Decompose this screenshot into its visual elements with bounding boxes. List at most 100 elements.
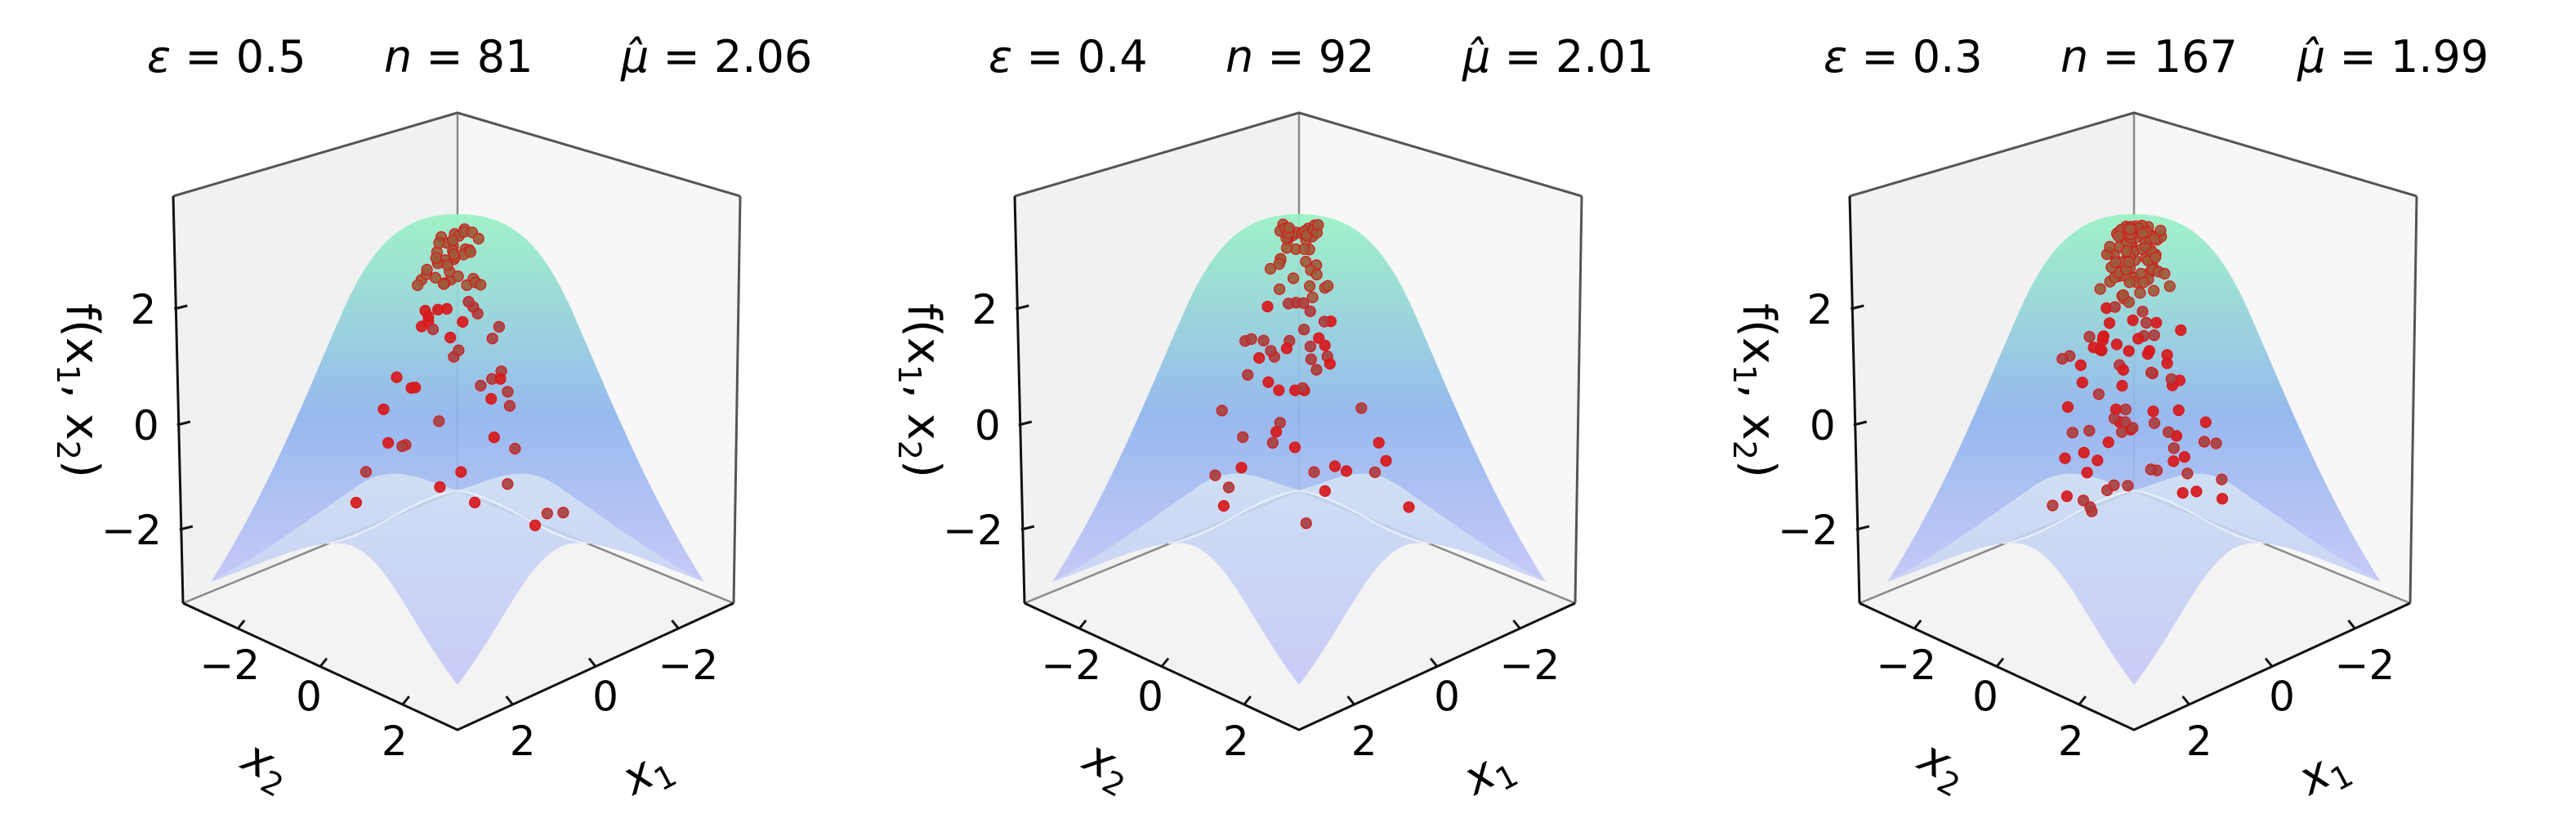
z-axis-ticks: −2 0 2 bbox=[101, 286, 194, 554]
title-part: n = 81 bbox=[384, 31, 534, 83]
data-point bbox=[437, 278, 450, 290]
x2-axis-label: x2 bbox=[1906, 730, 1976, 804]
data-point bbox=[1318, 315, 1331, 328]
data-point bbox=[2159, 267, 2171, 280]
x2-tick-label: 2 bbox=[2058, 718, 2084, 765]
title-part: n = 167 bbox=[2060, 31, 2238, 83]
data-point bbox=[2163, 426, 2175, 438]
data-point bbox=[2176, 486, 2189, 499]
data-point bbox=[405, 382, 417, 394]
data-point bbox=[485, 392, 498, 405]
data-point bbox=[2108, 412, 2121, 424]
data-point bbox=[2150, 316, 2163, 329]
data-point bbox=[2097, 330, 2109, 342]
data-point bbox=[2145, 366, 2158, 378]
data-point bbox=[2137, 276, 2150, 289]
data-point bbox=[1297, 297, 1310, 309]
surface bbox=[1887, 214, 2381, 685]
data-point bbox=[1274, 417, 1286, 429]
data-point bbox=[475, 279, 487, 291]
subplot-title: ε = 0.3 n = 167 μ̂ = 1.99 bbox=[1824, 31, 2489, 83]
x1-tick-label: 0 bbox=[2269, 673, 2295, 721]
x1-tick-label: 2 bbox=[510, 718, 536, 765]
data-point bbox=[455, 466, 467, 478]
data-point bbox=[2120, 245, 2132, 257]
data-point bbox=[2216, 473, 2228, 485]
data-point bbox=[1235, 462, 1248, 474]
data-point bbox=[2056, 352, 2069, 365]
data-point bbox=[2165, 373, 2177, 385]
data-point bbox=[2115, 426, 2128, 438]
x1-axis-ticks: 2 0 −2 bbox=[1346, 620, 1560, 765]
data-point bbox=[2149, 251, 2162, 264]
data-point bbox=[502, 478, 514, 490]
x2-axis-label: x2 bbox=[230, 730, 300, 804]
data-point bbox=[1305, 353, 1317, 365]
data-point bbox=[2116, 379, 2128, 392]
z-tick-label: 2 bbox=[131, 286, 157, 333]
surface-front-skirt bbox=[1887, 473, 2381, 685]
subplot-title: ε = 0.4 n = 92 μ̂ = 2.01 bbox=[989, 31, 1654, 83]
z-tick-label: −2 bbox=[101, 507, 162, 554]
data-point bbox=[2119, 416, 2132, 428]
z-tick-label: 2 bbox=[1807, 286, 1833, 333]
x2-tick-label: −2 bbox=[199, 642, 260, 689]
z-tick-label: 0 bbox=[1810, 402, 1836, 450]
data-point bbox=[1265, 345, 1277, 357]
data-point bbox=[415, 320, 428, 333]
data-point bbox=[2061, 400, 2074, 414]
data-point bbox=[1322, 280, 1334, 292]
data-point bbox=[1403, 501, 1415, 513]
data-point bbox=[2117, 364, 2130, 376]
subplot-2: ε = 0.4 n = 92 μ̂ = 2.01 −2 0 2 −2 0 2 2 0 −2 x1 x2 f(… bbox=[891, 31, 1654, 807]
surface-bump bbox=[1052, 214, 1546, 582]
data-point bbox=[1310, 268, 1323, 281]
data-point bbox=[557, 507, 569, 519]
data-point bbox=[2198, 436, 2211, 448]
scatter-points bbox=[350, 223, 569, 531]
title-part: n = 92 bbox=[1225, 31, 1375, 83]
x1-tick-label: 2 bbox=[1351, 718, 1377, 765]
z-axis-label: f(x1, x2) bbox=[1726, 303, 1785, 478]
data-point bbox=[1282, 297, 1295, 310]
x2-tick-label: 0 bbox=[1137, 673, 1163, 721]
data-point bbox=[457, 315, 469, 328]
data-point bbox=[2136, 227, 2149, 239]
data-point bbox=[1273, 384, 1285, 396]
data-point bbox=[1273, 283, 1286, 295]
title-part: μ̂ = 2.06 bbox=[620, 31, 812, 83]
surface-front-skirt bbox=[1052, 473, 1546, 685]
z-axis-label: f(x1, x2) bbox=[891, 303, 950, 478]
data-point bbox=[1287, 272, 1300, 284]
data-point bbox=[2145, 463, 2157, 476]
title-part: μ̂ = 2.01 bbox=[1462, 31, 1654, 83]
x1-axis-ticks: 2 0 −2 bbox=[505, 620, 719, 765]
x1-tick-label: −2 bbox=[659, 642, 719, 689]
data-point bbox=[2181, 467, 2194, 480]
data-point bbox=[2123, 276, 2136, 289]
data-point bbox=[1368, 466, 1382, 478]
surface bbox=[1052, 214, 1546, 685]
data-point bbox=[412, 279, 424, 292]
x1-axis-label: x1 bbox=[612, 737, 682, 812]
data-point bbox=[1297, 324, 1310, 336]
scatter-points bbox=[2047, 219, 2229, 517]
title-part: ε = 0.5 bbox=[147, 31, 306, 83]
data-point bbox=[1313, 332, 1325, 344]
data-point bbox=[1304, 305, 1316, 317]
data-point bbox=[1298, 243, 1310, 255]
data-point bbox=[2163, 280, 2176, 293]
data-point bbox=[2178, 450, 2190, 463]
data-point bbox=[1209, 469, 1221, 481]
data-point bbox=[2136, 306, 2149, 318]
data-point bbox=[2108, 479, 2120, 491]
floor-axis-lines bbox=[182, 602, 734, 731]
data-point bbox=[429, 271, 442, 284]
data-point bbox=[493, 320, 506, 333]
data-point bbox=[2175, 324, 2187, 337]
data-point bbox=[1303, 280, 1316, 293]
data-point bbox=[2190, 485, 2203, 498]
z-tick-label: −2 bbox=[1778, 507, 1838, 554]
data-point bbox=[2172, 404, 2185, 417]
